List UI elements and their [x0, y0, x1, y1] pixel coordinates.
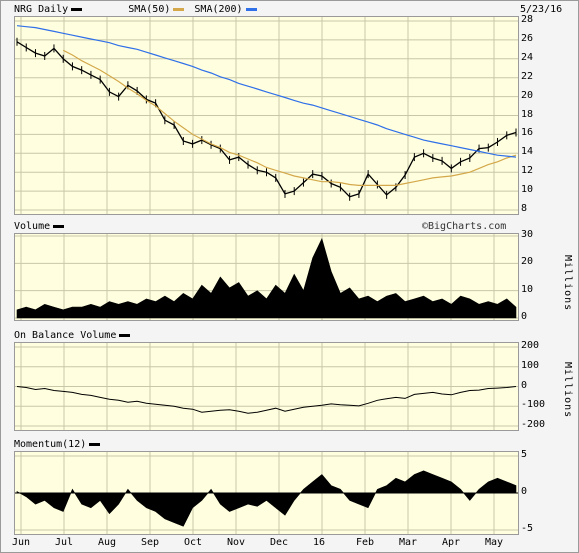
momentum-svg: [15, 452, 518, 534]
x-tick-label: Jun: [12, 537, 31, 548]
y-tick-label: 14: [521, 146, 534, 158]
x-tick-label: Jul: [55, 537, 74, 548]
price-svg: [15, 17, 518, 214]
y-tick-label: 10: [521, 184, 534, 196]
obv-svg: [15, 343, 518, 430]
x-tick-label: Oct: [184, 537, 203, 548]
x-tick-label: Nov: [227, 537, 246, 548]
volume-area: [16, 237, 517, 319]
x-tick-label: Aug: [98, 537, 117, 548]
x-tick-label: Mar: [399, 537, 418, 548]
momentum-title: Momentum(12): [14, 439, 87, 450]
y-tick-label: 100: [521, 359, 540, 371]
momentum-plot: [14, 451, 519, 535]
obv-title: On Balance Volume: [14, 330, 117, 341]
sma50-label: SMA(50): [128, 4, 171, 15]
x-tick-label: Feb: [356, 537, 375, 548]
momentum-area: [16, 470, 517, 527]
y-tick-label: 24: [521, 51, 534, 63]
volume-swatch: [53, 224, 65, 228]
y-tick-label: -200: [521, 419, 546, 430]
sma50-line: [62, 49, 517, 186]
y-tick-label: 0: [521, 379, 528, 391]
sma50-swatch: [173, 7, 185, 11]
y-tick-label: 12: [521, 165, 534, 177]
y-tick-label: 18: [521, 108, 534, 120]
y-tick-label: -5: [521, 523, 534, 534]
y-tick-label: 0: [521, 311, 528, 322]
y-tick-label: 26: [521, 32, 534, 44]
x-tick-label: Apr: [442, 537, 461, 548]
volume-plot: [14, 233, 519, 321]
momentum-legend: Momentum(12): [14, 439, 104, 450]
obv-swatch: [119, 333, 131, 337]
watermark: ©BigCharts.com: [422, 221, 507, 232]
price-swatch: [71, 7, 83, 11]
y-tick-label: 20: [521, 256, 534, 268]
price-plot: [14, 16, 519, 215]
obv-unit: Millions: [562, 362, 573, 419]
volume-title: Volume: [14, 221, 51, 232]
y-tick-label: -100: [521, 399, 546, 411]
momentum-swatch: [89, 442, 101, 446]
x-tick-label: Sep: [141, 537, 160, 548]
obv-legend: On Balance Volume: [14, 330, 134, 341]
obv-line: [16, 386, 517, 414]
y-tick-label: 16: [521, 127, 534, 139]
y-tick-label: 5: [521, 449, 528, 460]
y-tick-label: 28: [521, 14, 534, 25]
y-tick-label: 0: [521, 486, 528, 497]
x-tick-label: 16: [313, 537, 326, 548]
y-tick-label: 20: [521, 89, 534, 101]
price-legend: NRG Daily SMA(50) SMA(200): [14, 4, 261, 15]
y-tick-label: 30: [521, 229, 534, 240]
volume-unit: Millions: [562, 255, 573, 312]
volume-svg: [15, 234, 518, 320]
y-tick-label: 200: [521, 340, 540, 351]
y-tick-label: 10: [521, 283, 534, 295]
symbol-label: NRG Daily: [14, 4, 69, 15]
x-tick-label: May: [485, 537, 504, 548]
x-tick-label: Dec: [270, 537, 289, 548]
date-label: 5/23/16: [520, 4, 563, 15]
sma200-line: [16, 25, 517, 158]
volume-legend: Volume: [14, 221, 68, 232]
sma200-label: SMA(200): [194, 4, 243, 15]
y-tick-label: 22: [521, 70, 534, 82]
obv-plot: [14, 342, 519, 431]
sma200-swatch: [245, 7, 257, 11]
y-tick-label: 8: [521, 203, 528, 214]
